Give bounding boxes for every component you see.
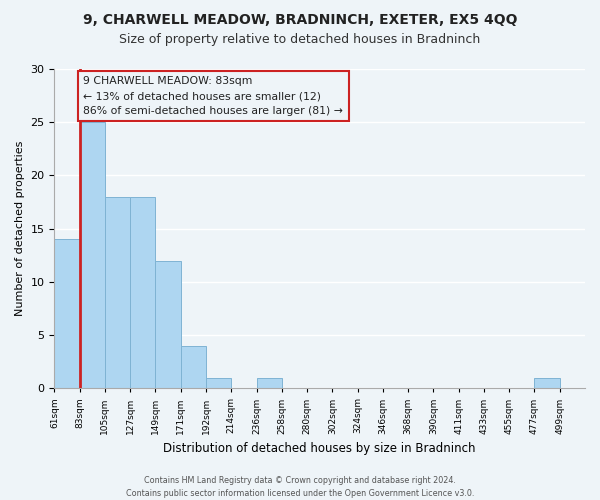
X-axis label: Distribution of detached houses by size in Bradninch: Distribution of detached houses by size … bbox=[163, 442, 476, 455]
Bar bbox=[130, 196, 155, 388]
Bar bbox=[55, 240, 80, 388]
Text: Size of property relative to detached houses in Bradninch: Size of property relative to detached ho… bbox=[119, 32, 481, 46]
Bar bbox=[535, 378, 560, 388]
Bar bbox=[155, 260, 181, 388]
Bar bbox=[257, 378, 282, 388]
Text: Contains HM Land Registry data © Crown copyright and database right 2024.
Contai: Contains HM Land Registry data © Crown c… bbox=[126, 476, 474, 498]
Bar bbox=[181, 346, 206, 389]
Bar bbox=[80, 122, 105, 388]
Text: 9, CHARWELL MEADOW, BRADNINCH, EXETER, EX5 4QQ: 9, CHARWELL MEADOW, BRADNINCH, EXETER, E… bbox=[83, 12, 517, 26]
Bar bbox=[105, 196, 130, 388]
Bar bbox=[206, 378, 231, 388]
Text: 9 CHARWELL MEADOW: 83sqm
← 13% of detached houses are smaller (12)
86% of semi-d: 9 CHARWELL MEADOW: 83sqm ← 13% of detach… bbox=[83, 76, 343, 116]
Y-axis label: Number of detached properties: Number of detached properties bbox=[15, 141, 25, 316]
